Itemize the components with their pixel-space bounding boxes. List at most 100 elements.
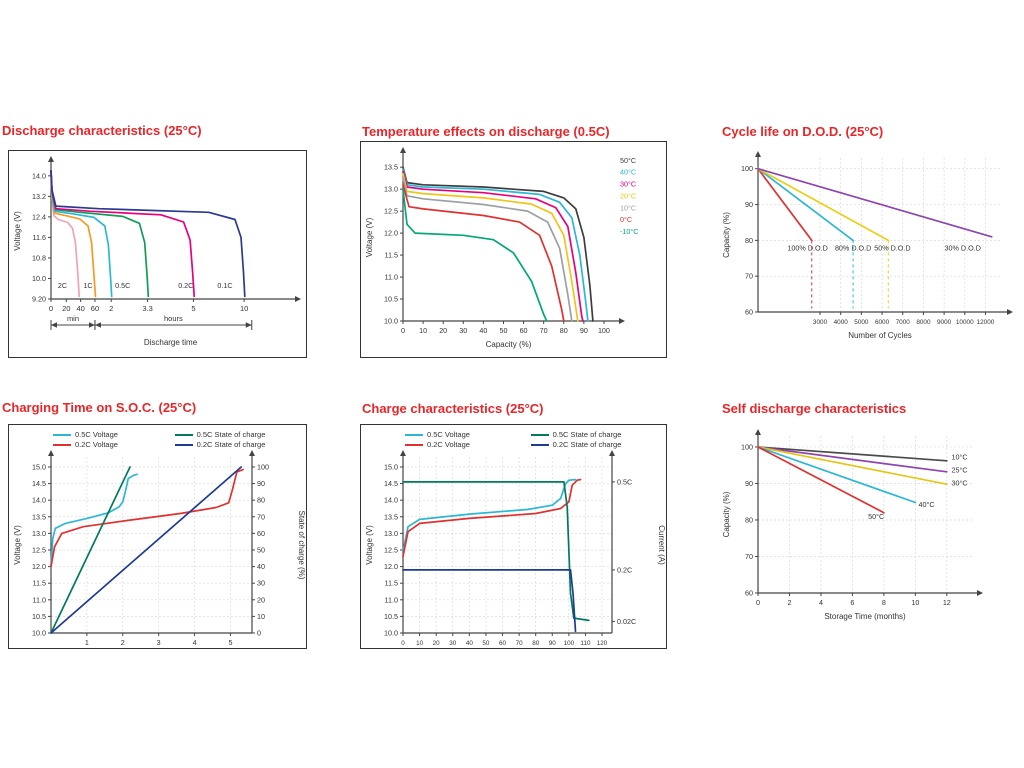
legend-swatch xyxy=(405,433,423,436)
plot-label: 100% D.O.D xyxy=(787,243,827,252)
series-100% D.O.D xyxy=(757,167,813,242)
chart-text: 100 xyxy=(598,326,610,335)
chart-text: 60 xyxy=(745,308,753,317)
chart-text: 100 xyxy=(564,640,575,647)
series-0.2C State of charge xyxy=(402,569,577,633)
chart-text: 6000 xyxy=(875,319,890,326)
chart-text: 3000 xyxy=(813,319,828,326)
chart-text: 0 xyxy=(756,598,760,607)
span-arrow-label: hours xyxy=(164,314,183,323)
series-0.2C xyxy=(50,169,196,298)
chart-text: 10 xyxy=(240,304,248,313)
chart-text: 2 xyxy=(787,598,791,607)
series-10°C xyxy=(757,446,948,462)
chart-text: 10 xyxy=(911,598,919,607)
series-0.3C xyxy=(50,169,150,298)
chart-text: 15.0 xyxy=(384,462,398,471)
chart-text: 60 xyxy=(520,326,528,335)
chart-text: 14.5 xyxy=(384,479,398,488)
chart-text: 50 xyxy=(499,326,507,335)
chart-text: 110 xyxy=(580,640,591,647)
chart-text: 40 xyxy=(479,326,487,335)
series-2C xyxy=(50,169,81,298)
legend-item: 0.5C State of charge xyxy=(530,430,666,439)
chart-text: 11.5 xyxy=(33,579,46,588)
chart-text: 13.0 xyxy=(32,529,46,538)
chart-text: 30 xyxy=(449,640,457,647)
chart-text: 14.0 xyxy=(384,496,398,505)
series-0.5C xyxy=(50,169,113,298)
x-axis-label: Capacity (%) xyxy=(486,340,532,349)
series-0°C xyxy=(402,183,565,322)
right-axis-arrow-icon xyxy=(249,450,255,456)
chart-text: 10.0 xyxy=(384,317,398,326)
chart-text: 10.0 xyxy=(32,274,46,283)
plot-label: 1C xyxy=(83,281,92,290)
chart-text: 0 xyxy=(49,304,53,313)
legend-label: 0.2C Voltage xyxy=(75,440,118,449)
legend-swatch xyxy=(530,433,549,436)
chart-text: 10.5 xyxy=(32,612,46,621)
chart-text: 12 xyxy=(943,598,951,607)
chart-text: 13.5 xyxy=(384,163,398,172)
legend-swatch xyxy=(174,443,193,446)
chart-text: 50 xyxy=(482,640,490,647)
chart-text: 6 xyxy=(850,598,854,607)
chart-text: 10.8 xyxy=(32,253,46,262)
chart-text: 100 xyxy=(741,164,753,173)
plot-label: 0.1C xyxy=(217,281,232,290)
chart-text: 2 xyxy=(121,638,125,647)
self-discharge-panel: 100 90 80 70 60 0 2 4 6 8 10 12 10°C 25°C 30°C 40°C 50°C… xyxy=(718,422,1016,629)
legend-item: 0.2C State of charge xyxy=(174,440,306,449)
chart-text: 2 xyxy=(109,304,113,313)
plot-label: 10°C xyxy=(952,452,968,461)
chart-text: 90 xyxy=(745,200,753,209)
series-30% D.O.D xyxy=(757,167,993,238)
chart-text: 80 xyxy=(532,640,540,647)
x-axis-arrow-icon xyxy=(1007,309,1013,315)
chart-text: 10.0 xyxy=(384,629,398,638)
charge-characteristics-panel: 0.5C Voltage 0.5C State of charge 0.2C Vol… xyxy=(360,424,667,649)
chart-text: 40 xyxy=(76,304,84,313)
charge-characteristics-chart: 15.0 14.5 14.0 13.5 13.0 12.5 12.0 11.5 11.0 10.5… xyxy=(365,450,666,647)
y-axis-arrow-icon xyxy=(400,450,406,456)
series-0.5C Voltage xyxy=(402,478,577,553)
x-axis-arrow-icon xyxy=(977,590,983,596)
self-discharge-chart: 100 90 80 70 600 2 4 6 8 10 12 10°C 25°C 30°C 40°C 50°C… xyxy=(722,429,983,621)
chart-text: 9000 xyxy=(937,319,952,326)
chart-text: 13.0 xyxy=(384,529,398,538)
chart-text: 60 xyxy=(91,304,99,313)
series-0.2C Voltage xyxy=(402,478,582,558)
plot-label: -10°C xyxy=(620,227,638,236)
cycle-life-title: Cycle life on D.O.D. (25°C) xyxy=(722,124,884,139)
series-0.5C Voltage xyxy=(50,473,138,568)
y-axis-arrow-icon xyxy=(755,429,761,435)
chart-text: 20 xyxy=(433,640,441,647)
chart-text: 12.5 xyxy=(384,545,398,554)
series-20°C xyxy=(402,172,579,322)
plot-label: 2C xyxy=(58,281,67,290)
chart-text: 120 xyxy=(597,640,608,647)
chart-text: 14.0 xyxy=(32,171,46,180)
span-arrow-label: min xyxy=(67,314,79,323)
chart-text: 10 xyxy=(257,612,265,621)
plot-label: 0.5C xyxy=(115,281,130,290)
chart-text: 10.5 xyxy=(384,612,398,621)
legend-item: 0.5C Voltage xyxy=(405,430,515,439)
chart-text: 12.0 xyxy=(384,562,398,571)
chart-text: 0 xyxy=(401,326,405,335)
chart-text: 3 xyxy=(157,638,161,647)
discharge-characteristics-title: Discharge characteristics (25°C) xyxy=(2,123,202,138)
chart-text: 10.0 xyxy=(32,629,46,638)
series-25°C xyxy=(757,446,948,473)
chart-text: 5 xyxy=(228,638,232,647)
chart-text: 13.5 xyxy=(32,512,46,521)
charging-time-soc-panel: 0.5C Voltage 0.5C State of charge 0.2C Vol… xyxy=(8,424,307,649)
series-0.2C State of charge xyxy=(50,466,243,634)
series-10°C xyxy=(402,177,573,322)
chart-text: 4 xyxy=(193,638,197,647)
series-40°C xyxy=(402,168,589,322)
chart-text: 4 xyxy=(819,598,823,607)
series-50% D.O.D xyxy=(757,167,890,242)
chart-text: 12.5 xyxy=(32,545,46,554)
